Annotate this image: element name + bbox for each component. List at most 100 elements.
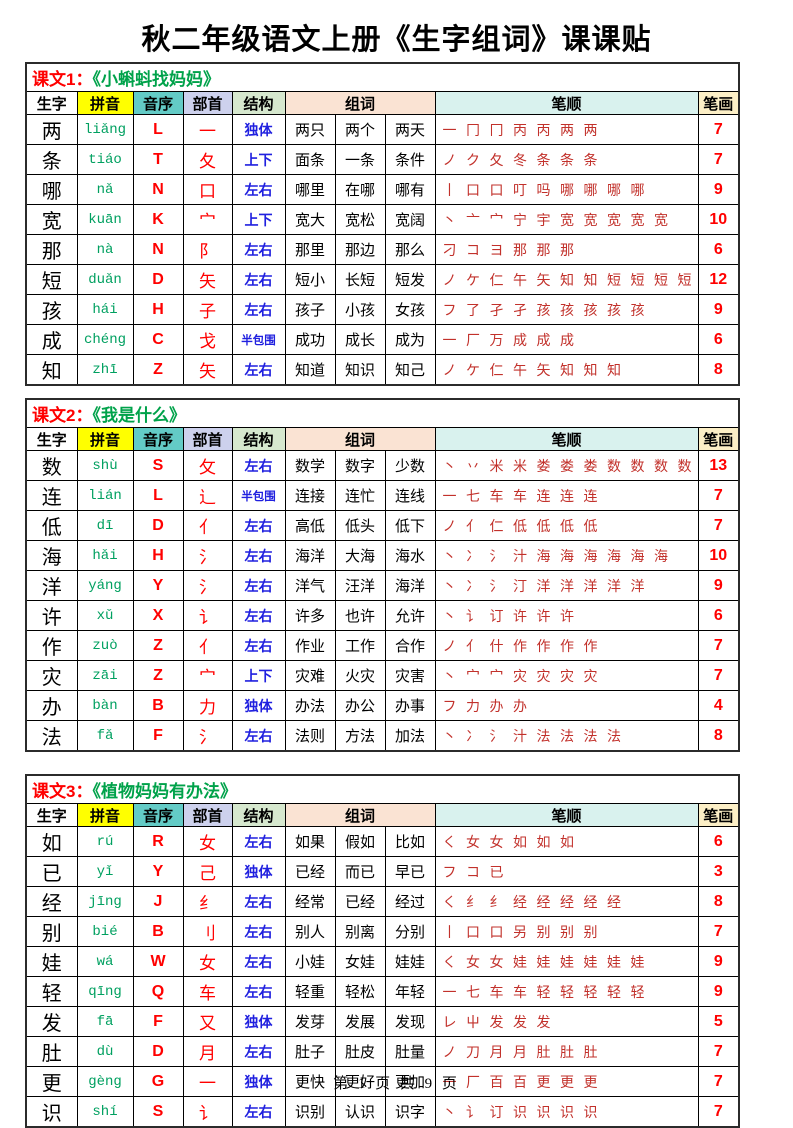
word-cell-3: 加法 bbox=[384, 720, 436, 752]
initial-cell: S bbox=[132, 1096, 184, 1128]
stroke-order-cell: ノ ク 夂 冬 条 条 条 bbox=[434, 144, 699, 175]
stroke-count-cell: 7 bbox=[697, 1036, 740, 1067]
stroke-order-cell: 一 厂 百 百 更 更 更 bbox=[434, 1066, 699, 1097]
structure-cell: 独体 bbox=[231, 856, 286, 887]
word-cell-2: 也许 bbox=[334, 600, 386, 631]
word-cell-2: 肚皮 bbox=[334, 1036, 386, 1067]
column-header-strokes: 笔顺 bbox=[434, 91, 699, 115]
lesson-title: 课文1：《小蝌蚪找妈妈》 bbox=[25, 62, 740, 92]
column-header-char: 生字 bbox=[25, 427, 78, 451]
structure-cell: 独体 bbox=[231, 1006, 286, 1037]
column-header-pinyin: 拼音 bbox=[76, 91, 134, 115]
column-header-radical: 部首 bbox=[182, 91, 233, 115]
word-cell-2: 轻松 bbox=[334, 976, 386, 1007]
word-cell-2: 已经 bbox=[334, 886, 386, 917]
word-cell-1: 哪里 bbox=[284, 174, 336, 205]
pinyin-cell: fǎ bbox=[76, 720, 134, 752]
radical-cell: 矢 bbox=[182, 264, 233, 295]
word-cell-1: 许多 bbox=[284, 600, 336, 631]
character-row: 知 zhī Z 矢 左右 知道 知识 知己 ノ ケ 仁 午 矢 知 知 知 8 bbox=[25, 354, 740, 386]
stroke-order-cell: ノ 亻 仁 低 低 低 低 bbox=[434, 510, 699, 541]
word-cell-1: 高低 bbox=[284, 510, 336, 541]
structure-cell: 左右 bbox=[231, 1096, 286, 1128]
character-row: 更 gèng G 一 独体 更快 更好 更加 一 厂 百 百 更 更 更 7 bbox=[25, 1066, 740, 1097]
stroke-order-cell: 丶 宀 宀 灾 灾 灾 灾 bbox=[434, 660, 699, 691]
column-header-strokes: 笔顺 bbox=[434, 427, 699, 451]
character-row: 孩 hái H 子 左右 孩子 小孩 女孩 フ 了 孑 孑 孩 孩 孩 孩 孩 … bbox=[25, 294, 740, 325]
character-row: 短 duǎn D 矢 左右 短小 长短 短发 ノ ケ 仁 午 矢 知 知 短 短… bbox=[25, 264, 740, 295]
structure-cell: 左右 bbox=[231, 570, 286, 601]
lesson-label: 课文1： bbox=[32, 70, 93, 89]
word-cell-1: 成功 bbox=[284, 324, 336, 355]
pinyin-cell: liǎng bbox=[76, 114, 134, 145]
word-cell-2: 在哪 bbox=[334, 174, 386, 205]
word-cell-1: 那里 bbox=[284, 234, 336, 265]
initial-cell: S bbox=[132, 450, 184, 481]
radical-cell: 刂 bbox=[182, 916, 233, 947]
character-cell: 识 bbox=[25, 1096, 78, 1128]
structure-cell: 左右 bbox=[231, 510, 286, 541]
structure-cell: 上下 bbox=[231, 660, 286, 691]
stroke-count-cell: 7 bbox=[697, 1066, 740, 1097]
table-header-row: 生字 拼音 音序 部首 结构 组词 笔顺 笔画 bbox=[25, 803, 740, 827]
stroke-count-cell: 7 bbox=[697, 480, 740, 511]
stroke-count-cell: 4 bbox=[697, 690, 740, 721]
character-cell: 法 bbox=[25, 720, 78, 752]
character-row: 已 yǐ Y 己 独体 已经 而已 早已 フ コ 已 3 bbox=[25, 856, 740, 887]
word-cell-1: 知道 bbox=[284, 354, 336, 386]
character-cell: 灾 bbox=[25, 660, 78, 691]
character-row: 别 bié B 刂 左右 别人 别离 分别 丨 口 口 另 别 别 别 7 bbox=[25, 916, 740, 947]
lesson-title-row: 课文2：《我是什么》 bbox=[25, 398, 740, 428]
page-footer: 第 1 页 共 9 页 bbox=[333, 1076, 460, 1092]
stroke-count-cell: 8 bbox=[697, 354, 740, 386]
structure-cell: 左右 bbox=[231, 450, 286, 481]
character-cell: 短 bbox=[25, 264, 78, 295]
stroke-count-cell: 7 bbox=[697, 1096, 740, 1128]
stroke-count-cell: 7 bbox=[697, 114, 740, 145]
character-row: 娃 wá W 女 左右 小娃 女娃 娃娃 く 女 女 娃 娃 娃 娃 娃 娃 9 bbox=[25, 946, 740, 977]
stroke-count-cell: 8 bbox=[697, 720, 740, 752]
pinyin-cell: wá bbox=[76, 946, 134, 977]
word-cell-1: 孩子 bbox=[284, 294, 336, 325]
column-header-initial: 音序 bbox=[132, 427, 184, 451]
word-cell-1: 已经 bbox=[284, 856, 336, 887]
word-cell-3: 成为 bbox=[384, 324, 436, 355]
pinyin-cell: rú bbox=[76, 826, 134, 857]
word-cell-1: 办法 bbox=[284, 690, 336, 721]
initial-cell: D bbox=[132, 1036, 184, 1067]
word-cell-1: 洋气 bbox=[284, 570, 336, 601]
structure-cell: 左右 bbox=[231, 264, 286, 295]
stroke-order-cell: 丶 讠 订 识 识 识 识 bbox=[434, 1096, 699, 1128]
radical-cell: 辶 bbox=[182, 480, 233, 511]
initial-cell: F bbox=[132, 1006, 184, 1037]
stroke-order-cell: く 纟 纟 经 经 经 经 经 bbox=[434, 886, 699, 917]
word-cell-3: 少数 bbox=[384, 450, 436, 481]
radical-cell: 讠 bbox=[182, 600, 233, 631]
character-row: 法 fǎ F 氵 左右 法则 方法 加法 丶 冫 氵 汁 法 法 法 法 8 bbox=[25, 720, 740, 752]
word-cell-3: 识字 bbox=[384, 1096, 436, 1128]
character-cell: 经 bbox=[25, 886, 78, 917]
radical-cell: 月 bbox=[182, 1036, 233, 1067]
initial-cell: L bbox=[132, 114, 184, 145]
pinyin-cell: xǔ bbox=[76, 600, 134, 631]
radical-cell: 女 bbox=[182, 946, 233, 977]
initial-cell: K bbox=[132, 204, 184, 235]
stroke-count-cell: 5 bbox=[697, 1006, 740, 1037]
word-cell-1: 轻重 bbox=[284, 976, 336, 1007]
character-row: 如 rú R 女 左右 如果 假如 比如 く 女 女 如 如 如 6 bbox=[25, 826, 740, 857]
stroke-order-cell: フ 了 孑 孑 孩 孩 孩 孩 孩 bbox=[434, 294, 699, 325]
word-cell-2: 方法 bbox=[334, 720, 386, 752]
pinyin-cell: hǎi bbox=[76, 540, 134, 571]
initial-cell: N bbox=[132, 234, 184, 265]
stroke-order-cell: 丶 冫 氵 汁 海 海 海 海 海 海 bbox=[434, 540, 699, 571]
word-cell-1: 连接 bbox=[284, 480, 336, 511]
character-cell: 许 bbox=[25, 600, 78, 631]
lesson-label: 课文3： bbox=[32, 782, 93, 801]
stroke-count-cell: 9 bbox=[697, 174, 740, 205]
word-cell-2: 数字 bbox=[334, 450, 386, 481]
word-cell-1: 作业 bbox=[284, 630, 336, 661]
radical-cell: 亻 bbox=[182, 510, 233, 541]
stroke-order-cell: 丨 口 口 叮 吗 哪 哪 哪 哪 bbox=[434, 174, 699, 205]
structure-cell: 左右 bbox=[231, 354, 286, 386]
word-cell-3: 知己 bbox=[384, 354, 436, 386]
